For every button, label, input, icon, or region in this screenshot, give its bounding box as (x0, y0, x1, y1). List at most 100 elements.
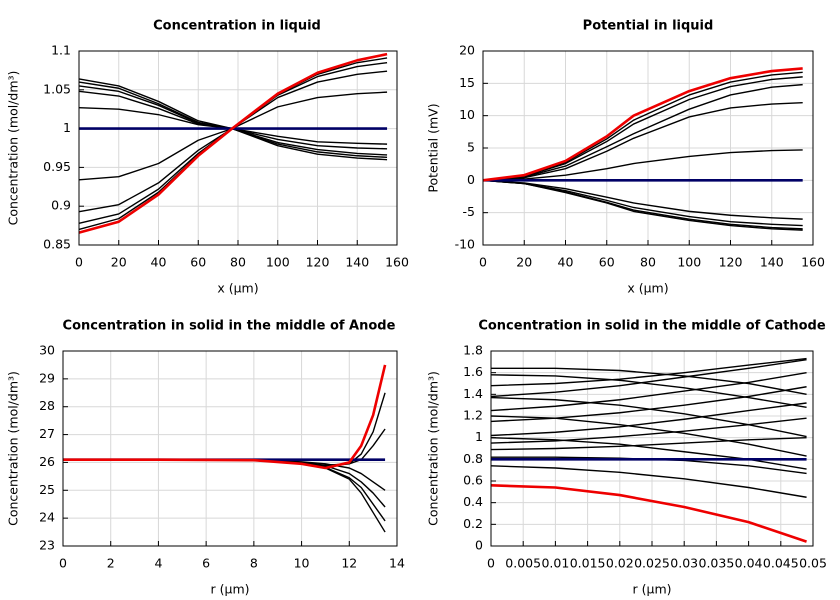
y-tick-label: 5 (467, 140, 475, 155)
series-line (482, 179, 803, 227)
x-tick-label: 0.035 (699, 556, 735, 571)
y-tick-label: 1.1 (51, 43, 71, 58)
y-tick-label: 1.6 (463, 364, 483, 379)
series-line (490, 402, 807, 437)
series-line (78, 70, 388, 213)
series-line (78, 57, 388, 231)
x-tick-label: 100 (266, 255, 290, 270)
series-line (78, 91, 388, 181)
x-tick-label: 20 (111, 255, 127, 270)
series-line (482, 149, 803, 182)
x-tick-label: 0 (479, 255, 487, 270)
x-tick-label: 0.04 (735, 556, 763, 571)
x-tick-label: 160 (385, 255, 409, 270)
x-axis-label: r (µm) (211, 582, 250, 597)
x-tick-label: 100 (677, 255, 701, 270)
y-axis-label: Concentration (mol/dm³) (426, 371, 441, 526)
chart-title: Potential in liquid (583, 19, 714, 34)
y-tick-label: -10 (455, 237, 475, 252)
x-tick-label: 0.045 (763, 556, 799, 571)
y-tick-label: 0.4 (463, 494, 483, 509)
series-line (482, 102, 803, 182)
y-tick-label: 23 (39, 538, 55, 553)
chart-title: Concentration in solid in the middle of … (478, 319, 826, 334)
y-axis-label: Concentration (mol/dm³) (6, 371, 21, 526)
series-line (63, 392, 386, 468)
x-axis-label: x (µm) (217, 281, 258, 296)
x-tick-label: 0 (487, 556, 495, 571)
y-tick-label: 0.95 (43, 159, 71, 174)
series-line (490, 465, 807, 498)
series-line (491, 367, 807, 396)
y-tick-label: 0 (467, 172, 475, 187)
series-line (490, 415, 807, 457)
series-line (490, 371, 807, 412)
series-line (78, 90, 388, 150)
x-tick-label: 80 (230, 255, 246, 270)
y-tick-label: 0.8 (463, 451, 483, 466)
series-line (482, 179, 803, 220)
plot-frame (78, 50, 398, 246)
x-tick-label: 120 (306, 255, 330, 270)
x-tick-label: 0.025 (634, 556, 670, 571)
series-line (490, 396, 807, 438)
x-tick-label: 0.015 (570, 556, 606, 571)
y-tick-label: 10 (459, 107, 475, 122)
y-tick-label: 1.2 (463, 408, 483, 423)
x-tick-label: 12 (341, 556, 357, 571)
x-tick-label: 0.03 (670, 556, 698, 571)
x-axis-label: x (µm) (627, 281, 668, 296)
x-tick-label: 160 (801, 255, 825, 270)
x-tick-label: 2 (107, 556, 115, 571)
y-tick-label: 29 (39, 370, 55, 385)
series-line (78, 106, 388, 145)
series-line (63, 364, 387, 470)
y-tick-label: -5 (463, 204, 475, 219)
y-tick-label: 30 (39, 343, 55, 358)
y-tick-label: 25 (39, 482, 55, 497)
y-tick-label: 24 (39, 510, 55, 525)
series-line (78, 52, 388, 234)
x-tick-label: 140 (760, 255, 784, 270)
x-tick-label: 8 (250, 556, 258, 571)
series-line (490, 484, 807, 543)
x-tick-label: 0.01 (541, 556, 569, 571)
series-line (63, 458, 386, 508)
y-tick-label: 1.8 (463, 343, 483, 358)
plot-frame (482, 50, 814, 246)
chart-title: Concentration in liquid (153, 19, 321, 34)
chart-title: Concentration in solid in the middle of … (63, 319, 396, 334)
series-line (482, 83, 803, 182)
plot-frame (62, 350, 398, 547)
y-tick-label: 0.6 (463, 473, 483, 488)
y-tick-label: 15 (459, 75, 475, 90)
x-tick-label: 60 (190, 255, 206, 270)
series-line (490, 417, 807, 444)
y-tick-label: 0.9 (51, 198, 71, 213)
series-line (482, 71, 803, 182)
x-tick-label: 40 (558, 255, 574, 270)
series-line (490, 436, 807, 451)
x-axis-label: r (µm) (633, 582, 672, 597)
x-tick-label: 0 (75, 255, 83, 270)
series-line (490, 358, 807, 398)
y-axis-label: Potential (mV) (426, 103, 441, 192)
y-tick-label: 1.4 (463, 386, 483, 401)
y-tick-label: 0 (475, 538, 483, 553)
series-line (482, 67, 803, 182)
y-axis-label: Concentration (mol/dm³) (6, 71, 21, 226)
x-tick-label: 0.02 (606, 556, 634, 571)
series-line (490, 357, 807, 387)
y-tick-label: 26 (39, 454, 55, 469)
x-tick-label: 120 (719, 255, 743, 270)
y-tick-label: 0.85 (43, 237, 71, 252)
x-tick-label: 140 (345, 255, 369, 270)
series-line (78, 85, 388, 156)
y-tick-label: 28 (39, 398, 55, 413)
y-tick-label: 1 (63, 120, 71, 135)
series-line (482, 76, 803, 182)
x-tick-label: 0 (59, 556, 67, 571)
x-tick-label: 0.05 (799, 556, 827, 571)
x-tick-label: 10 (294, 556, 310, 571)
